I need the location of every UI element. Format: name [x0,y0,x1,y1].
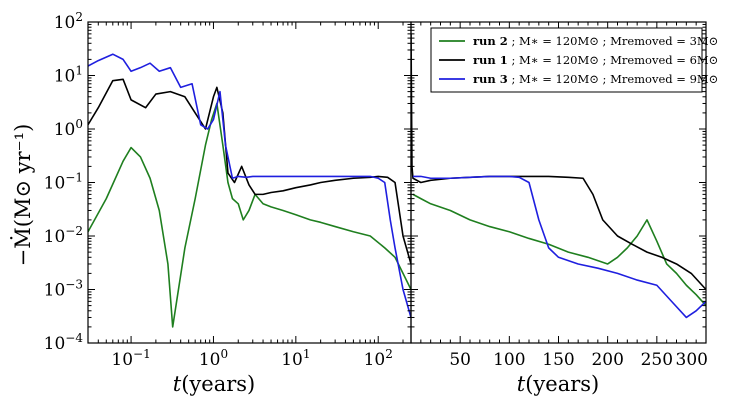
legend-entry: run 3 ; M∗ = 120M⊙ ; Mremoved = 9M⊙ [473,72,718,86]
series-line-run-1 [411,33,706,291]
legend-entry: run 1 ; M∗ = 120M⊙ ; Mremoved = 6M⊙ [473,53,718,67]
legend-box [430,27,703,93]
x-tick-label: 250 [641,350,673,370]
x-tick-label: 101 [281,347,310,370]
x-tick-label: 102 [364,347,393,370]
plot-frame [87,21,412,344]
right-panel: 50 100 150 200 250 300 [410,21,708,370]
legend-entry: run 2 ; M∗ = 120M⊙ ; Mremoved = 3M⊙ [473,34,718,48]
x-tick-label: 100 [493,350,525,370]
x-tick-label: 100 [199,347,228,370]
y-tick-label: 10−2 [44,224,83,247]
series-line-run-3 [88,53,411,318]
y-tick-label: 102 [54,10,83,33]
y-axis-label: −Ṁ(M⊙ yr⁻¹) [11,124,35,267]
y-tick-label: 10−1 [44,171,83,194]
legend: run 2 ; M∗ = 120M⊙ ; Mremoved = 3M⊙ run 1… [430,27,718,93]
y-tick-label: 100 [54,117,83,140]
x-tick-label: 150 [542,350,574,370]
x-axis-label-left: t(years) [173,372,255,396]
series-line-run-2 [88,102,411,328]
series-line-run-1 [88,78,411,265]
y-tick-label: 101 [54,64,83,87]
x-axis-label-right: t(years) [517,372,599,396]
series-line-run-3 [412,175,706,319]
x-tick-label: 50 [449,350,471,370]
y-tick-label: 10−3 [44,278,83,301]
left-panel: 10−4 10−3 10−2 10−1 100 101 102 10−1 100 101 102 [44,10,412,370]
x-tick-label: 200 [591,350,623,370]
y-tick-label: 10−4 [44,331,84,354]
x-tick-label: 10−1 [111,347,150,370]
series-line-run-2 [412,193,706,307]
x-tick-label: 300 [676,350,708,370]
